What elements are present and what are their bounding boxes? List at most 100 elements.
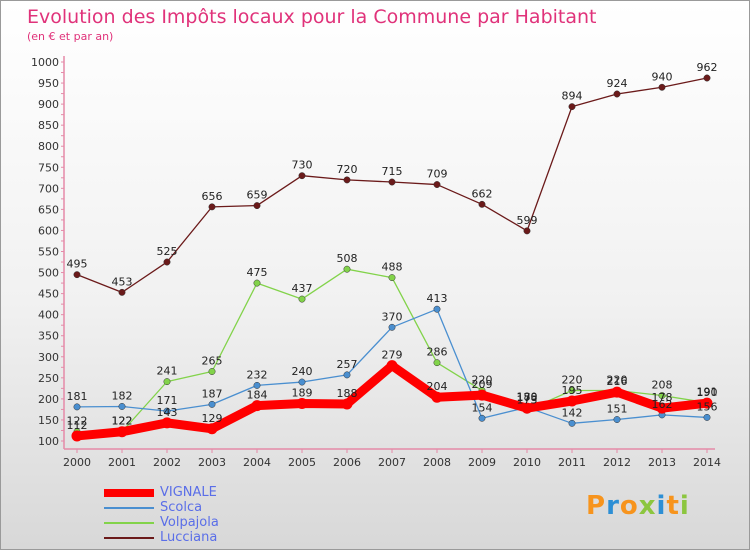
data-label-lucciana: 709 [427, 168, 448, 181]
data-point-vignale [116, 426, 128, 438]
legend-label-scolca: Scolca [160, 500, 203, 515]
data-label-lucciana: 525 [157, 245, 178, 258]
data-label-volpajola: 220 [607, 373, 628, 386]
data-point-lucciana [613, 90, 621, 98]
data-point-volpajola [208, 368, 216, 375]
y-tick-label: 400 [38, 309, 59, 322]
data-label-scolca: 151 [607, 403, 628, 416]
data-label-scolca: 187 [202, 387, 223, 400]
data-point-scolca [388, 323, 396, 331]
data-label-volpajola: 508 [337, 252, 358, 265]
data-point-vignale [656, 402, 668, 414]
data-point-lucciana [388, 178, 396, 186]
data-point-volpajola [298, 295, 306, 303]
legend-label-lucciana: Lucciana [160, 530, 218, 545]
y-tick-label: 300 [38, 351, 59, 364]
data-point-lucciana [478, 200, 486, 208]
data-label-scolca: 240 [292, 365, 313, 378]
data-label-lucciana: 730 [292, 159, 313, 172]
data-point-scolca [568, 419, 576, 427]
x-tick-label: 2008 [423, 456, 451, 469]
y-tick-label: 800 [38, 140, 59, 153]
legend-swatch-lucciana [104, 536, 154, 539]
data-label-scolca: 181 [67, 390, 88, 403]
data-point-lucciana [568, 103, 576, 111]
x-tick-label: 2005 [288, 456, 316, 469]
data-point-scolca [343, 371, 351, 379]
data-label-vignale: 129 [202, 412, 223, 425]
data-point-scolca [208, 400, 216, 408]
y-tick-label: 450 [38, 288, 59, 301]
data-label-lucciana: 599 [517, 214, 538, 227]
data-point-lucciana [208, 203, 216, 211]
data-point-scolca [253, 381, 261, 389]
data-point-volpajola [568, 387, 576, 394]
data-label-scolca: 180 [517, 390, 538, 403]
data-point-scolca [433, 305, 441, 313]
data-point-vignale [476, 389, 488, 401]
data-point-vignale [296, 398, 308, 410]
x-tick-label: 2006 [333, 456, 361, 469]
data-point-volpajola [658, 392, 666, 399]
y-tick-label: 150 [38, 414, 59, 427]
chart-subtitle: (en € et par an) [27, 30, 114, 43]
x-tick-label: 2014 [693, 456, 721, 469]
data-label-vignale: 178 [517, 391, 538, 404]
y-tick-label: 650 [38, 203, 59, 216]
y-tick-label: 750 [38, 161, 59, 174]
logo-letter: t [666, 491, 680, 521]
logo-letter: x [638, 491, 657, 521]
data-label-vignale: 216 [607, 375, 628, 388]
legend-swatch-volpajola [104, 521, 154, 524]
x-tick-label: 2003 [198, 456, 226, 469]
data-point-lucciana [163, 258, 171, 266]
x-tick-label: 2012 [603, 456, 631, 469]
data-label-lucciana: 495 [67, 258, 88, 271]
data-label-scolca: 156 [697, 400, 718, 413]
data-label-scolca: 257 [337, 358, 358, 371]
data-point-volpajola [253, 279, 261, 287]
data-point-vignale [431, 391, 443, 403]
data-point-vignale [611, 386, 623, 398]
legend-item-scolca: Scolca [104, 500, 202, 515]
data-point-lucciana [298, 172, 306, 180]
y-tick-label: 850 [38, 119, 59, 132]
legend-item-volpajola: Volpajola [104, 515, 219, 530]
data-label-volpajola: 265 [202, 355, 223, 368]
data-point-volpajola [433, 359, 441, 367]
data-label-volpajola: 122 [112, 415, 133, 428]
data-label-vignale: 189 [292, 387, 313, 400]
data-point-vignale [701, 397, 713, 409]
data-label-volpajola: 208 [652, 379, 673, 392]
data-label-lucciana: 659 [247, 189, 268, 202]
data-label-vignale: 209 [472, 378, 493, 391]
data-label-scolca: 162 [652, 398, 673, 411]
data-label-vignale: 178 [652, 391, 673, 404]
data-label-lucciana: 894 [562, 90, 583, 103]
data-label-scolca: 232 [247, 368, 268, 381]
data-point-vignale [251, 400, 263, 412]
data-label-lucciana: 662 [472, 187, 493, 200]
data-point-vignale [71, 430, 83, 442]
legend-item-lucciana: Lucciana [104, 530, 217, 545]
x-tick-label: 2010 [513, 456, 541, 469]
data-label-vignale: 143 [157, 406, 178, 419]
chart-title: Evolution des Impôts locaux pour la Comm… [27, 6, 597, 28]
data-label-vignale: 204 [427, 380, 448, 393]
x-tick-label: 2007 [378, 456, 406, 469]
x-tick-label: 2013 [648, 456, 676, 469]
data-label-volpajola: 220 [562, 373, 583, 386]
legend-item-vignale: VIGNALE [104, 485, 217, 500]
data-point-volpajola [163, 378, 171, 386]
legend-swatch-scolca [104, 506, 154, 509]
logo-letter: r [606, 491, 620, 521]
data-point-scolca [73, 403, 81, 411]
logo-letter: i [656, 491, 667, 521]
data-point-scolca [613, 416, 621, 423]
data-label-volpajola: 173 [517, 393, 538, 406]
y-tick-label: 250 [38, 372, 59, 385]
data-label-volpajola: 220 [472, 373, 493, 386]
data-label-lucciana: 715 [382, 165, 403, 178]
legend-label-vignale: VIGNALE [160, 485, 217, 500]
